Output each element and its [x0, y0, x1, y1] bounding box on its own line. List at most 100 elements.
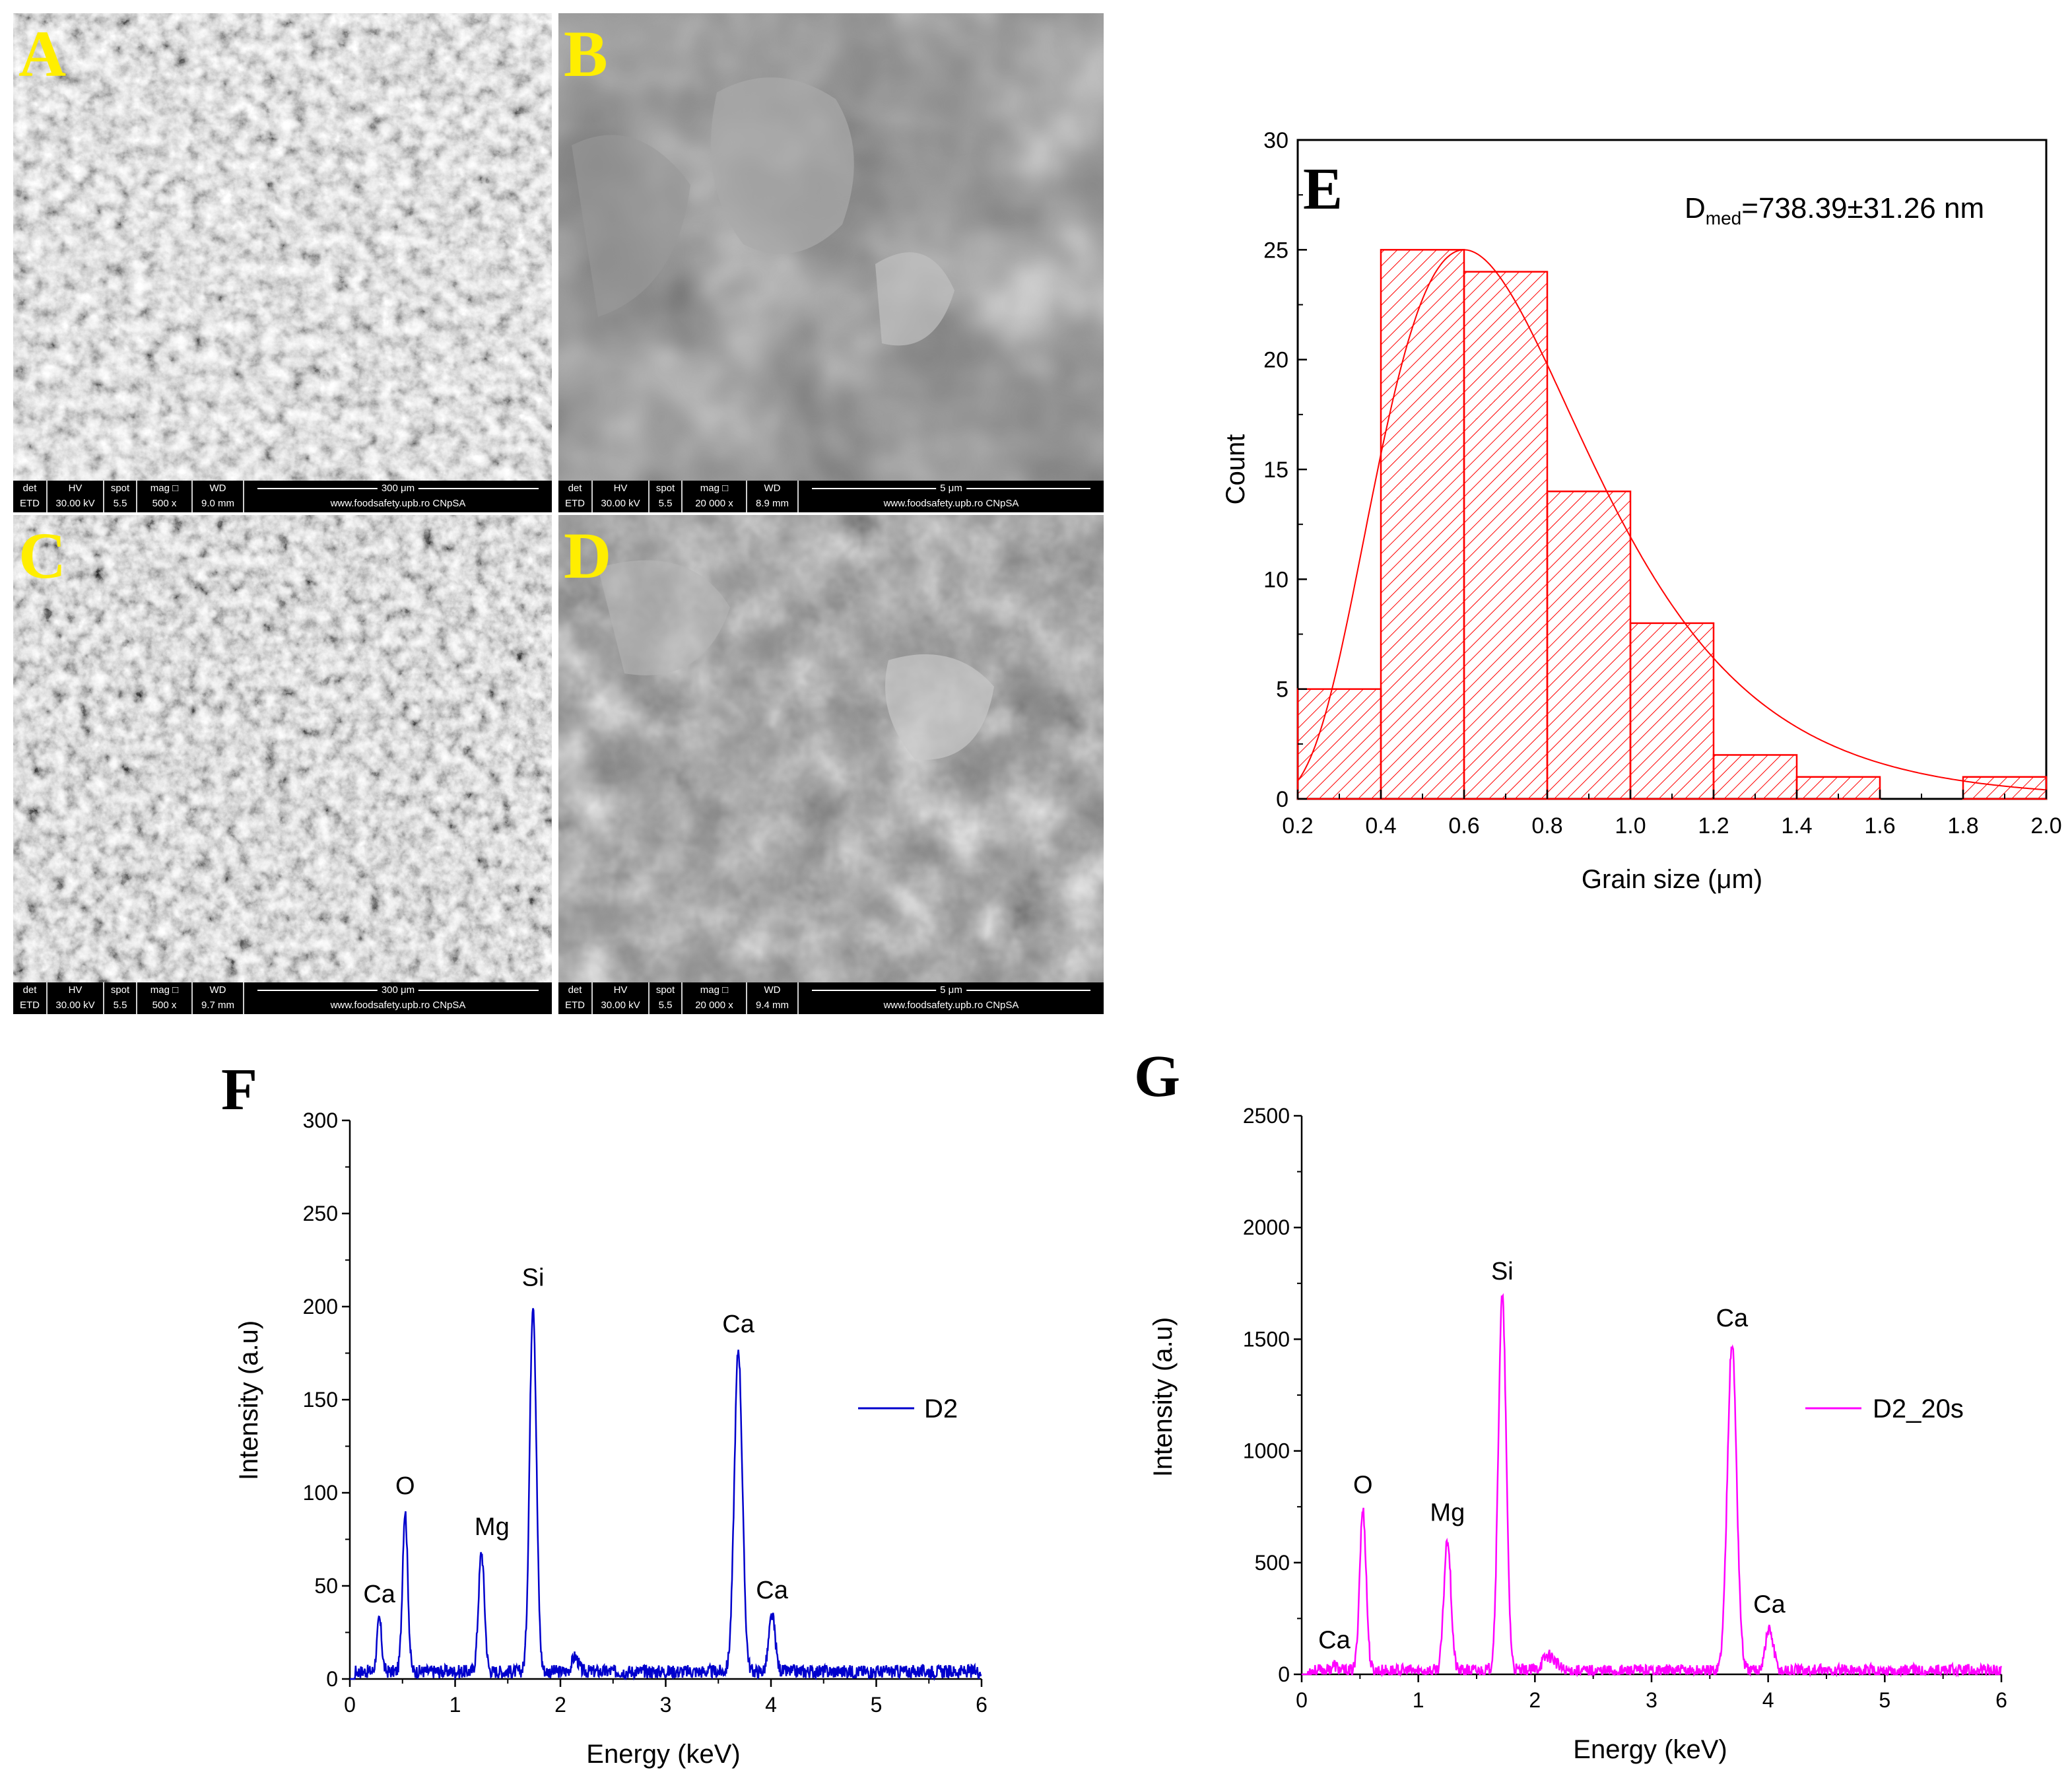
- axis-ticks: 0 1 2 3 4 5 6 0 50 100 150 200 250 300: [303, 1109, 987, 1717]
- sem-info-bar-b: det ETD HV 30.00 kV spot 5.5 mag □ 20 000 x …: [558, 481, 1104, 512]
- x-tick-label: 1.6: [1864, 813, 1895, 838]
- panel-label-a: A: [18, 17, 67, 90]
- sem-image-b: [558, 13, 1104, 481]
- y-tick-label: 15: [1263, 458, 1288, 483]
- wd-header: WD: [764, 483, 781, 494]
- y-tick-label: 25: [1263, 238, 1288, 263]
- mag-value: 20 000 x: [695, 498, 733, 509]
- hv-value: 30.00 kV: [55, 1000, 95, 1011]
- wd-header: WD: [764, 984, 781, 996]
- panel-label-b: B: [564, 17, 608, 90]
- y-tick-label: 0: [1276, 787, 1288, 812]
- dmed-annotation: Dmed=738.39±31.26 nm: [1685, 192, 1984, 228]
- det-header: det: [568, 984, 582, 996]
- x-tick-label: 0.6: [1448, 813, 1479, 838]
- y-tick-label: 30: [1263, 128, 1288, 153]
- axis-ticks: 0.2 0.4 0.6 0.8 1.0 1.2 1.4 1.6 1.8 2.0 0 5 10 15 20 25…: [1263, 128, 2061, 838]
- chart-g-eds-spectrum: 0 1 2 3 4 5 6 0 500 1000 1500 2000 2500 Ca O Mg Si CaCa …: [1134, 1044, 2007, 1764]
- mag-value: 500 x: [152, 1000, 177, 1011]
- site-watermark: www.foodsafety.upb.ro CNpSA: [883, 1000, 1019, 1011]
- y-tick-label: 20: [1263, 348, 1288, 373]
- x-tick-label: 2: [554, 1693, 566, 1717]
- y-tick-label: 2000: [1243, 1215, 1290, 1239]
- hv-header: HV: [613, 483, 628, 494]
- fit-curve: [1298, 249, 2046, 791]
- scale-bar: 5 μm www.foodsafety.upb.ro CNpSA: [799, 481, 1104, 512]
- det-value: ETD: [565, 1000, 585, 1011]
- spot-header: spot: [655, 984, 675, 996]
- panel-label-c: C: [18, 519, 67, 592]
- x-tick-label: 2.0: [2030, 813, 2061, 838]
- y-tick-label: 2500: [1243, 1104, 1290, 1128]
- series-d2-line: [350, 1308, 982, 1682]
- det-header: det: [22, 984, 37, 996]
- sem-image-a: [13, 13, 552, 481]
- histogram-bars: [1296, 249, 2048, 800]
- peak-label: Si: [1491, 1258, 1514, 1285]
- site-watermark: www.foodsafety.upb.ro CNpSA: [330, 1000, 466, 1011]
- mag-header: mag: [700, 984, 719, 996]
- peak-label: Ca: [722, 1311, 754, 1338]
- y-axis-label: Intensity (a.u): [1149, 1317, 1178, 1477]
- x-tick-label: 3: [1646, 1688, 1657, 1712]
- x-tick-label: 5: [871, 1693, 883, 1717]
- x-tick-label: 1.4: [1781, 813, 1812, 838]
- spot-header: spot: [110, 483, 130, 494]
- x-tick-label: 1: [450, 1693, 461, 1717]
- wd-value: 9.7 mm: [201, 1000, 234, 1011]
- panel-label-g: G: [1134, 1044, 1180, 1109]
- y-tick-label: 5: [1276, 677, 1288, 702]
- spot-value: 5.5: [113, 498, 127, 509]
- peak-label: Ca: [1318, 1626, 1351, 1654]
- peak-labels: Ca O Mg Si Ca Ca: [363, 1264, 788, 1608]
- site-watermark: www.foodsafety.upb.ro CNpSA: [883, 498, 1019, 509]
- x-tick-label: 0.2: [1282, 813, 1313, 838]
- det-header: det: [568, 483, 582, 494]
- sem-image-c: [13, 515, 552, 982]
- y-tick-label: 500: [1255, 1551, 1290, 1575]
- histogram-bar: [1463, 271, 1549, 800]
- peak-label: Mg: [1430, 1499, 1465, 1527]
- mag-square-icon: □: [722, 483, 729, 494]
- scale-bar-label: 300 μm: [377, 482, 419, 495]
- y-tick-label: 150: [303, 1388, 338, 1412]
- hv-header: HV: [68, 483, 83, 494]
- x-axis-label: Energy (keV): [1573, 1735, 1727, 1764]
- x-tick-label: 1.2: [1698, 813, 1729, 838]
- mag-value: 20 000 x: [695, 1000, 733, 1011]
- histogram-bar: [1629, 622, 1715, 800]
- wd-header: WD: [209, 483, 226, 494]
- sem-info-bar-d: det ETD HV 30.00 kV spot 5.5 mag □ 20 000 x …: [558, 982, 1104, 1014]
- mag-header: mag: [150, 984, 170, 996]
- x-tick-label: 2: [1529, 1688, 1541, 1712]
- x-tick-label: 1: [1413, 1688, 1424, 1712]
- y-tick-label: 10: [1263, 567, 1288, 592]
- chart-f-eds-spectrum: 0 1 2 3 4 5 6 0 50 100 150 200 250 300 Ca O Mg Si Ca Ca D2…: [221, 1057, 987, 1769]
- sem-panel-c: C det ETD HV 30.00 kV spot 5.5 mag □ 500 x W…: [13, 515, 552, 1014]
- hv-header: HV: [68, 984, 83, 996]
- histogram-bar: [1712, 754, 1798, 800]
- x-tick-label: 0: [344, 1693, 356, 1717]
- x-tick-label: 5: [1879, 1688, 1890, 1712]
- det-value: ETD: [20, 1000, 40, 1011]
- x-tick-label: 6: [1995, 1688, 2007, 1712]
- x-tick-label: 1.8: [1947, 813, 1978, 838]
- spot-value: 5.5: [658, 1000, 673, 1011]
- peak-label: Ca: [1716, 1305, 1749, 1332]
- peak-label: Ca: [363, 1581, 395, 1608]
- det-value: ETD: [565, 498, 585, 509]
- x-tick-label: 4: [1762, 1688, 1774, 1712]
- y-tick-label: 1500: [1243, 1327, 1290, 1351]
- y-tick-label: 250: [303, 1202, 338, 1225]
- x-axis-label: Energy (keV): [586, 1740, 740, 1769]
- peak-label: Ca: [756, 1577, 788, 1604]
- histogram-bar: [1546, 491, 1632, 800]
- mag-header: mag: [700, 483, 719, 494]
- y-tick-label: 1000: [1243, 1439, 1290, 1463]
- peak-label: O: [395, 1472, 415, 1500]
- histogram-bar: [1296, 688, 1382, 800]
- mag-square-icon: □: [722, 984, 729, 996]
- mag-square-icon: □: [172, 984, 179, 996]
- y-tick-label: 50: [314, 1574, 338, 1598]
- x-tick-label: 4: [765, 1693, 777, 1717]
